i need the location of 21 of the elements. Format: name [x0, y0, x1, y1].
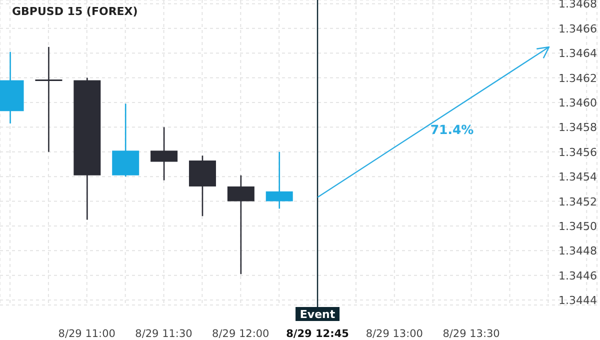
x-tick-label: 8/29 11:30: [135, 328, 192, 340]
y-tick-label: 1.3450: [558, 220, 597, 233]
x-tick-label: 8/29 12:45: [286, 328, 349, 340]
y-tick-label: 1.3460: [558, 96, 597, 110]
y-tick-label: 1.3444: [558, 294, 597, 308]
y-tick-label: 1.3466: [558, 22, 597, 36]
y-tick-label: 1.3452: [558, 195, 597, 208]
y-tick-label: 1.3456: [558, 146, 597, 159]
annotation: 71.4%: [430, 122, 474, 137]
y-tick-label: 1.3454: [558, 170, 597, 184]
y-tick-label: 1.3448: [558, 244, 597, 258]
text: GBPUSD 15 (FOREX): [12, 5, 138, 18]
x-tick-label: 8/29 13:30: [442, 328, 500, 340]
y-tick-label: 1.3462: [558, 72, 597, 85]
x-tick-label: 8/29 11:00: [58, 328, 116, 340]
ref-line-label: Event: [300, 308, 336, 321]
y-tick-label: 1.3458: [558, 121, 597, 134]
x-tick-label: 8/29 12:00: [212, 328, 270, 340]
x-tick-label: 8/29 13:00: [366, 328, 424, 340]
y-tick-label: 1.3464: [558, 47, 597, 60]
y-tick-label: 1.3446: [558, 269, 597, 282]
